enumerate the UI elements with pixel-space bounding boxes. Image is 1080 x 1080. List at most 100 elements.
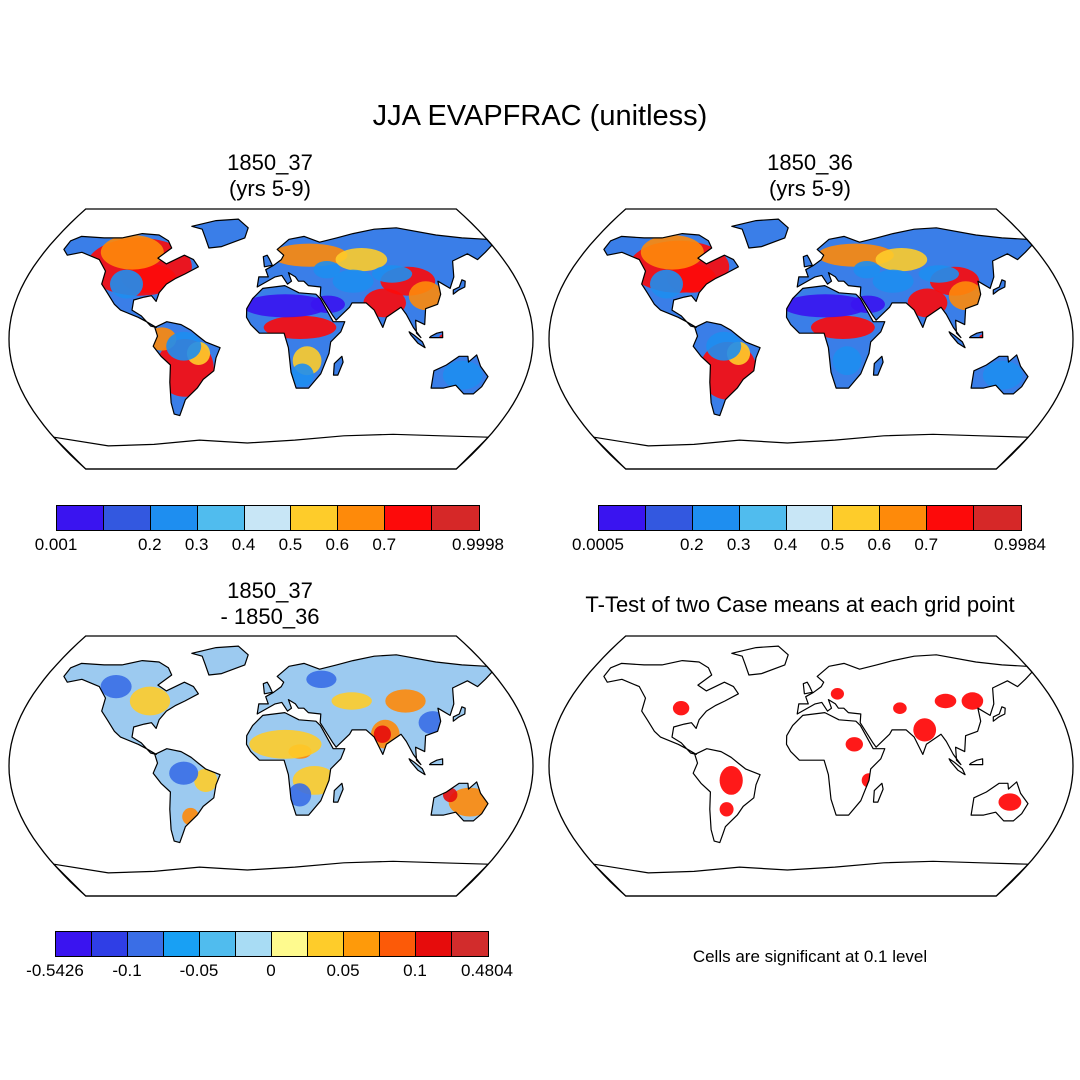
field-patch (998, 793, 1022, 811)
colorbar-tick-label: 0.4 (231, 535, 256, 554)
map-panel-ttest (548, 635, 1074, 897)
coastline-uk (262, 254, 273, 268)
field-patch (371, 265, 413, 283)
colorbar-tick-label: -0.5426 (26, 961, 84, 980)
field-patch (811, 315, 875, 339)
colorbar-tick-label: -0.05 (179, 961, 219, 980)
coastline-samerica (152, 748, 221, 844)
coastline-madagascar (872, 355, 884, 376)
colorbar-box (197, 506, 245, 530)
panel-1-title-line2: (yrs 5-9) (229, 176, 311, 201)
colorbar-box (199, 932, 236, 956)
coastline-greenland (731, 218, 789, 249)
field-patch (853, 261, 881, 279)
field-patch (331, 692, 372, 710)
field-patch (169, 761, 199, 785)
colorbar-box (291, 506, 339, 530)
coastline-namerica (63, 233, 199, 328)
map-border (548, 635, 1074, 897)
field-patch (934, 693, 957, 709)
colorbar-tick-label: 0.9984 (994, 535, 1046, 554)
land-fill (603, 219, 1032, 416)
colorbar-box (786, 506, 834, 530)
colorbar-box (880, 506, 928, 530)
field-patch (875, 248, 928, 272)
field-patch (448, 787, 492, 817)
field-patch (782, 294, 869, 318)
colorbar-box (833, 506, 881, 530)
coastline-antarctica (53, 860, 489, 897)
field-patch (918, 265, 959, 283)
coastline-samerica (692, 748, 761, 844)
coastline-australia (970, 781, 1029, 822)
colorbar-box (338, 506, 386, 530)
coastline-greenland (191, 218, 249, 249)
coastline-japan (992, 706, 1006, 722)
colorbar-box (244, 506, 292, 530)
colorbar-tick-label: 0.6 (325, 535, 350, 554)
panel-3-title: 1850_37 - 1850_36 (90, 578, 450, 630)
coastline-borneo (429, 758, 444, 766)
coastline-eurasia (256, 654, 493, 766)
field-patch (129, 686, 171, 716)
coastline-samerica (152, 321, 221, 417)
coastline-namerica (63, 660, 199, 755)
field-patch (271, 243, 348, 267)
coastline-greenland (191, 645, 249, 676)
field-patch (913, 718, 937, 742)
coastline-antarctica (53, 433, 489, 470)
significance-note: Cells are significant at 0.1 level (692, 947, 928, 966)
map-border (8, 635, 534, 897)
colorbar-box (103, 506, 151, 530)
colorbar-box (56, 932, 92, 956)
colorbar-box (385, 506, 432, 530)
colorbar-box (974, 506, 1021, 530)
colorbar-box (127, 932, 164, 956)
colorbar-tick-label: 0.4 (773, 535, 798, 554)
colorbar-tick-label: 0.4804 (461, 961, 513, 980)
map-border (548, 208, 1074, 470)
field-patch (194, 768, 218, 792)
colorbar-box (599, 506, 646, 530)
colorbar-box (692, 506, 740, 530)
colorbar-tick-label: 0.5 (278, 535, 303, 554)
field-patch (313, 261, 341, 279)
colorbar-tick-label: 0.9998 (452, 535, 504, 554)
colorbar-box (57, 506, 104, 530)
field-patch (650, 269, 683, 299)
field-patch (332, 269, 374, 293)
coastline-sumatra (408, 758, 426, 776)
field-patch (872, 269, 914, 293)
field-patch (706, 331, 742, 361)
field-patch (418, 711, 447, 735)
coastline-sumatra (948, 331, 966, 349)
colorbar-box (739, 506, 787, 530)
panel-2-title: 1850_36 (yrs 5-9) (630, 150, 990, 202)
field-patch (719, 802, 734, 817)
panel-1-title: 1850_37 (yrs 5-9) (90, 150, 450, 202)
colorbar-box (379, 932, 416, 956)
colorbar-tick-label: 0.7 (372, 535, 397, 554)
map-panel-difference (8, 635, 534, 897)
colorbar-box (645, 506, 693, 530)
colorbar-box (432, 506, 479, 530)
field-patch (373, 725, 391, 743)
field-patch (982, 360, 1023, 390)
colorbar-box (415, 932, 452, 956)
field-patch (263, 315, 337, 339)
map-border (8, 208, 534, 470)
coastline-eurasia (796, 654, 1033, 766)
coastline-greenland (731, 645, 789, 676)
colorbar-tick-label: 0.05 (326, 961, 360, 980)
coastline-eurasia (796, 227, 1033, 339)
field-patch (290, 363, 314, 387)
field-patch (310, 295, 345, 313)
colorbar-box (927, 506, 974, 530)
coastline-australia (970, 354, 1029, 395)
panel-3-title-line1: 1850_37 (227, 578, 313, 603)
field-patch (948, 281, 983, 311)
colorbar-tick-label: 0.3 (726, 535, 751, 554)
field-patch (306, 670, 337, 688)
coastline-japan (452, 706, 466, 722)
coastline-madagascar (332, 782, 344, 803)
